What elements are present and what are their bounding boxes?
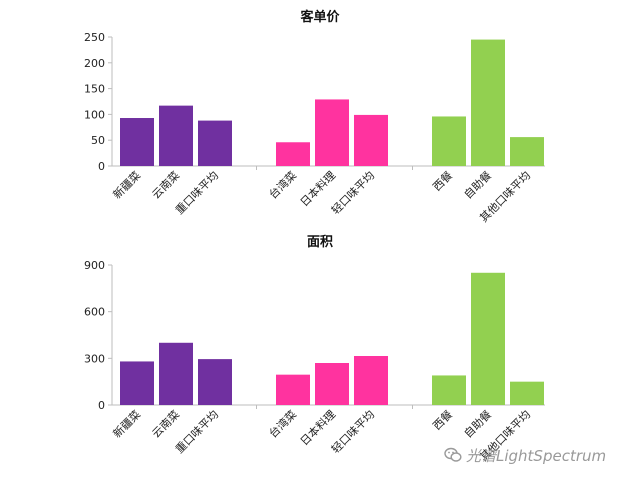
y-tick-label: 900 (84, 259, 105, 272)
bar (120, 361, 154, 405)
y-tick-label: 0 (98, 160, 105, 173)
y-tick-label: 200 (84, 57, 105, 70)
y-tick-label: 600 (84, 306, 105, 319)
bar (471, 272, 505, 405)
bar (159, 105, 193, 166)
x-tick-label: 日本料理 (297, 407, 338, 448)
bar (471, 39, 505, 166)
y-tick-label: 300 (84, 352, 105, 365)
wechat-icon (444, 447, 462, 462)
bar (510, 137, 544, 166)
x-tick-label: 自助餐 (461, 168, 494, 201)
chart-title: 面积 (307, 234, 333, 250)
bar (432, 375, 466, 405)
x-tick-label: 西餐 (430, 407, 455, 432)
x-tick-label: 轻口味平均 (328, 407, 377, 456)
watermark-text: 光谱LightSpectrum (466, 446, 607, 465)
chart-title: 客单价 (300, 9, 340, 25)
bar (510, 381, 544, 405)
x-tick-label: 台湾菜 (266, 168, 299, 201)
bar (198, 359, 232, 405)
y-tick-label: 0 (98, 399, 105, 412)
bar (354, 114, 388, 166)
y-tick-label: 250 (84, 31, 105, 44)
y-tick-label: 150 (84, 83, 105, 96)
watermark: 光谱LightSpectrum (444, 444, 606, 466)
y-tick-label: 100 (84, 108, 105, 121)
x-tick-label: 台湾菜 (266, 407, 299, 440)
bar (315, 363, 349, 405)
bar (432, 116, 466, 166)
x-tick-label: 西餐 (430, 168, 455, 193)
bar (198, 120, 232, 166)
x-tick-label: 云南菜 (150, 169, 183, 202)
bar (159, 342, 193, 405)
x-tick-label: 重口味平均 (172, 407, 221, 456)
x-tick-label: 云南菜 (150, 408, 183, 441)
x-tick-label: 日本料理 (297, 168, 338, 209)
x-tick-label: 自助餐 (461, 407, 494, 440)
bar (276, 142, 310, 166)
x-tick-label: 新疆菜 (110, 407, 143, 440)
bar (354, 356, 388, 405)
bar (120, 118, 154, 166)
x-tick-label: 轻口味平均 (328, 168, 377, 217)
y-tick-label: 50 (91, 134, 105, 147)
x-tick-label: 新疆菜 (110, 168, 143, 201)
bar (276, 374, 310, 405)
x-tick-label: 重口味平均 (172, 168, 221, 217)
bar (315, 99, 349, 166)
